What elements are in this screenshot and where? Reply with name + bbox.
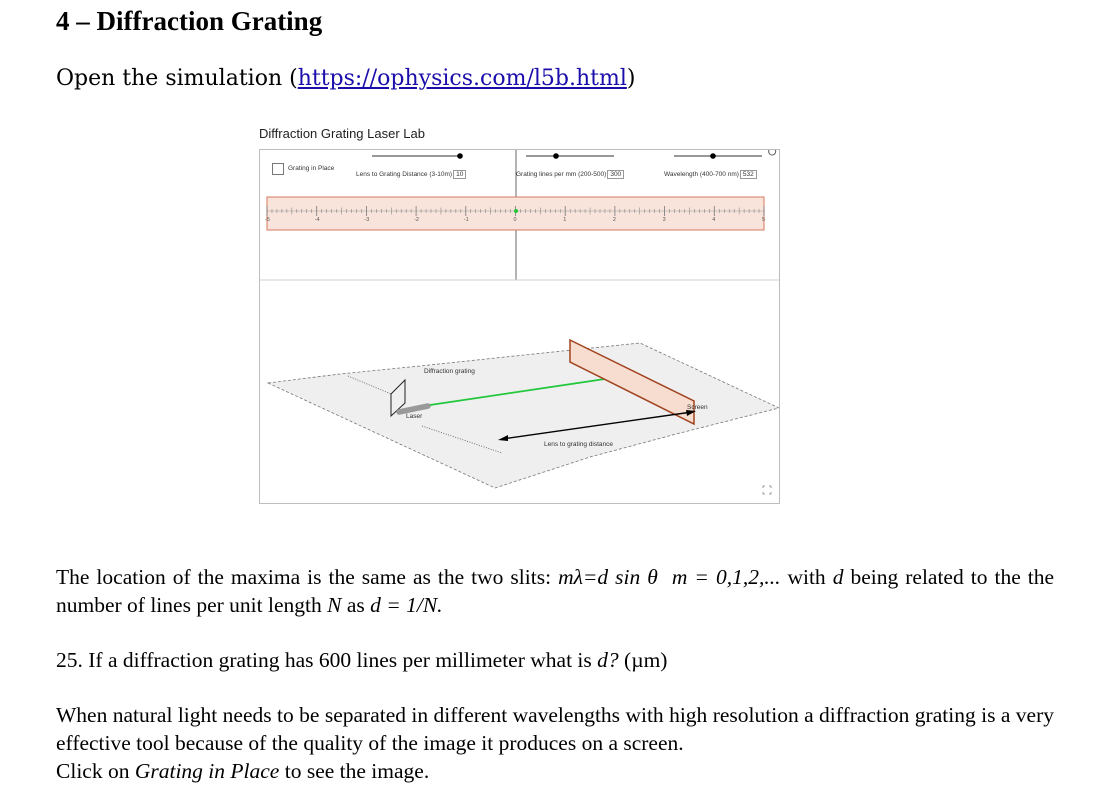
wavelength-control: Wavelength (400-700 nm) 532	[664, 170, 757, 179]
maxima-text-2: with	[780, 565, 833, 589]
click-text-2: to see the image.	[279, 759, 430, 783]
laser-beam	[429, 375, 626, 406]
floor-plane	[266, 342, 779, 489]
laser-spot	[514, 209, 518, 213]
simulation-title: Diffraction Grating Laser Lab	[259, 126, 425, 141]
ruler-tick-label: -3	[364, 217, 369, 223]
label-laser: Laser	[406, 413, 423, 420]
lens-distance-label: Lens to Grating Distance (3-10m)	[356, 171, 453, 178]
grating-in-place-checkbox[interactable]	[272, 163, 284, 175]
lens-distance-control: Lens to Grating Distance (3-10m) 10	[356, 170, 467, 179]
maxima-text-3: being related to the the number of lines…	[56, 565, 1055, 617]
ruler-tick-label: 1	[563, 217, 566, 223]
ruler-tick-label: -2	[414, 217, 419, 223]
ruler-tick-label: -4	[315, 217, 320, 223]
ruler-tick-label: 4	[712, 217, 715, 223]
lens-distance-input[interactable]: 10	[453, 170, 467, 179]
grating-equation: mλ=d sin θ	[558, 565, 658, 589]
grating-in-place-ref: Grating in Place	[134, 759, 280, 783]
label-lens-distance: Lens to grating distance	[544, 441, 614, 448]
order-values: m = 0,1,2,...	[671, 565, 781, 589]
reset-icon[interactable]	[768, 150, 777, 156]
ruler-tick-label: 0	[514, 217, 517, 223]
ruler-tick-label: 2	[613, 217, 616, 223]
screen-panel	[569, 338, 695, 426]
ruler-ticks: -5 -4 -3 -2 -1 0 1 2 3 4 5	[265, 206, 765, 223]
grating-in-place-label: Grating in Place	[288, 165, 335, 172]
lens-distance-slider[interactable]	[457, 153, 463, 159]
lines-per-mm-label: Grating lines per mm (200-500)	[516, 171, 607, 178]
ruler-tick-label: -5	[265, 217, 270, 223]
ruler-tick-label: -1	[464, 217, 469, 223]
question-unit: (µm)	[618, 648, 668, 672]
simulation-graphics: -5 -4 -3 -2 -1 0 1 2 3 4 5	[260, 150, 779, 495]
lines-per-mm-input[interactable]: 300	[607, 170, 625, 179]
lines-per-mm-slider[interactable]	[553, 153, 559, 159]
ruler-tick-label: 5	[762, 217, 765, 223]
label-diffraction-grating: Diffraction grating	[424, 368, 475, 375]
question-25: 25. If a diffraction grating has 600 lin…	[56, 646, 1054, 674]
grating-frame	[390, 378, 406, 418]
laser-body	[396, 403, 431, 415]
simulation-embed: Diffraction Grating Laser Lab Grating in…	[259, 122, 780, 504]
intro-prefix: Open the simulation (	[56, 66, 298, 91]
var-d: d	[832, 565, 844, 589]
ruler-tick-label: 3	[663, 217, 666, 223]
question-var-d: d?	[597, 648, 619, 672]
d-relation: d = 1/N.	[370, 593, 443, 617]
label-screen: Screen	[687, 404, 708, 411]
section-heading: 4 – Diffraction Grating	[56, 6, 323, 36]
wavelength-slider[interactable]	[710, 153, 716, 159]
intro-suffix: )	[626, 66, 636, 91]
intro-text: Open the simulation (https://ophysics.co…	[56, 66, 635, 91]
maxima-paragraph: The location of the maxima is the same a…	[56, 563, 1054, 619]
simulation-link[interactable]: https://ophysics.com/l5b.html	[297, 66, 627, 91]
natural-light-paragraph: When natural light needs to be separated…	[56, 701, 1054, 785]
question-text-1: 25. If a diffraction grating has 600 lin…	[56, 648, 598, 672]
lines-per-mm-control: Grating lines per mm (200-500) 300	[516, 170, 625, 179]
simulation-panel: Grating in Place Lens to Grating Distanc…	[259, 149, 780, 504]
fullscreen-icon[interactable]	[762, 485, 772, 495]
natural-light-text: When natural light needs to be separated…	[56, 703, 1054, 755]
maxima-text-4: as	[341, 593, 371, 617]
maxima-spacer	[658, 565, 672, 589]
wavelength-label: Wavelength (400-700 nm)	[664, 171, 739, 178]
var-n: N	[327, 593, 342, 617]
click-text-1: Click on	[56, 759, 135, 783]
lens-distance-arrow	[501, 411, 693, 440]
wavelength-input[interactable]: 532	[739, 170, 757, 179]
maxima-text-1: The location of the maxima is the same a…	[56, 565, 559, 589]
